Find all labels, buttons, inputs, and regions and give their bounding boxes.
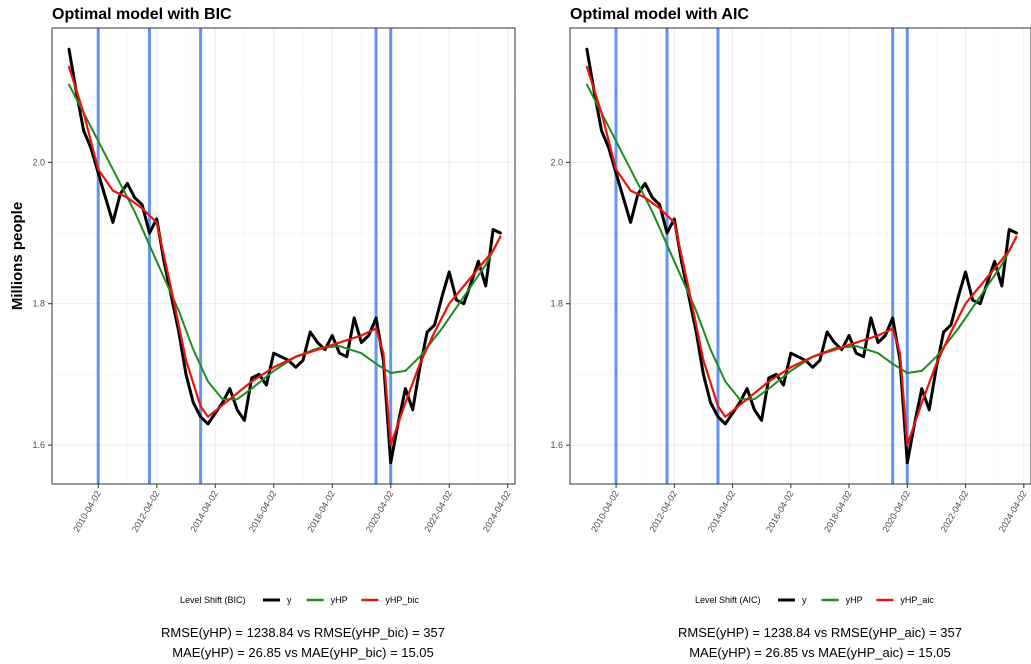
x-tick-label: 2016-04-02 (247, 489, 279, 534)
legend-label-yHP: yHP (331, 595, 348, 605)
plot-series (67, 28, 502, 484)
mae-text: MAE(yHP) = 26.85 vs MAE(yHP_bic) = 15.05 (172, 645, 434, 660)
legend: Level Shift (BIC) y yHP yHP_bic (180, 595, 419, 605)
rmse-text: RMSE(yHP) = 1238.84 vs RMSE(yHP_aic) = 3… (678, 625, 962, 640)
y-tick-label: 1.8 (550, 299, 563, 309)
x-tick-label: 2022-04-02 (939, 489, 971, 534)
series-line-yHP_aic (585, 65, 1018, 447)
y-tick-label: 1.6 (32, 440, 45, 450)
series-line-y (585, 47, 1018, 465)
chart-panel-2: Optimal model with AIC 1.6 1.8 2.0 2010-04-0… (550, 6, 1031, 660)
legend-label-y: y (287, 595, 292, 605)
x-tick-label: 2018-04-02 (305, 489, 337, 534)
x-tick-label: 2018-04-02 (822, 489, 854, 534)
x-tick-label: 2024-04-02 (997, 489, 1029, 534)
x-tick-label: 2010-04-02 (589, 489, 621, 534)
legend: Level Shift (AIC) y yHP yHP_aic (695, 595, 934, 605)
x-tick-label: 2022-04-02 (422, 489, 454, 534)
legend-title: Level Shift (AIC) (695, 595, 761, 605)
plot-frame (51, 27, 516, 485)
mae-text: MAE(yHP) = 26.85 vs MAE(yHP_aic) = 15.05 (689, 645, 951, 660)
x-tick-label: 2020-04-02 (880, 489, 912, 534)
x-tick-label: 2010-04-02 (71, 489, 103, 534)
y-tick-label: 2.0 (32, 157, 45, 167)
x-tick-label: 2012-04-02 (647, 489, 679, 534)
x-tick-label: 2020-04-02 (364, 489, 396, 534)
series-line-yHP (68, 83, 502, 401)
plot-area (52, 28, 515, 484)
chart-title: Optimal model with BIC (52, 6, 232, 23)
y-tick-label: 2.0 (550, 157, 563, 167)
series-line-y (67, 47, 502, 465)
legend-label-yHP: yHP (846, 595, 863, 605)
rmse-text: RMSE(yHP) = 1238.84 vs RMSE(yHP_bic) = 3… (161, 625, 445, 640)
x-tick-label: 2014-04-02 (706, 489, 738, 534)
series-line-yHP_bic (67, 65, 502, 447)
legend-label-y: y (802, 595, 807, 605)
x-tick-label: 2016-04-02 (764, 489, 796, 534)
series-line-yHP (585, 83, 1018, 401)
plot-series (585, 28, 1018, 484)
x-tick-label: 2012-04-02 (130, 489, 162, 534)
y-tick-label: 1.8 (32, 299, 45, 309)
x-tick-label: 2024-04-02 (481, 489, 513, 534)
plot-area (570, 28, 1031, 484)
legend-label-yHP_bic: yHP_bic (385, 595, 419, 605)
legend-label-yHP_aic: yHP_aic (900, 595, 934, 605)
plot-frame (569, 27, 1031, 485)
y-axis-label: Millions people (9, 202, 26, 310)
legend-title: Level Shift (BIC) (180, 595, 246, 605)
x-tick-label: 2014-04-02 (188, 489, 220, 534)
chart-title: Optimal model with AIC (570, 6, 749, 23)
chart-panel-1: Optimal model with BIC 1.6 1.8 2.0 2010-04-0… (32, 6, 516, 660)
y-tick-label: 1.6 (550, 440, 563, 450)
